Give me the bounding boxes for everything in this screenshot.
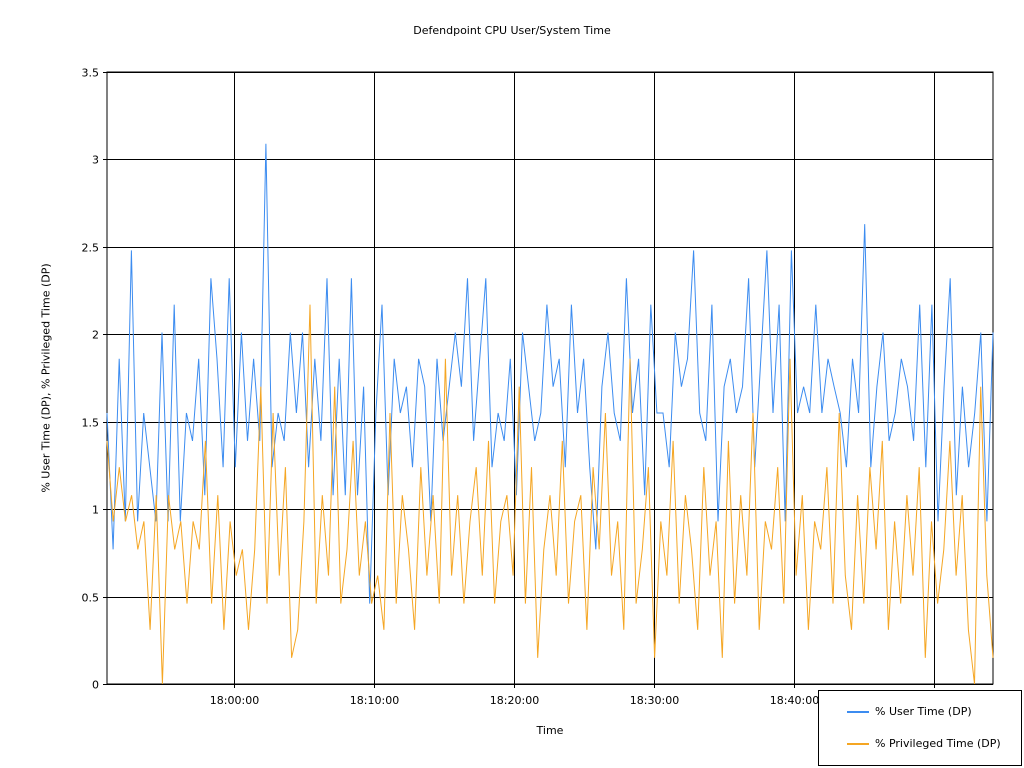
legend-item-user-time: % User Time (DP) <box>847 705 972 718</box>
legend-label-user: % User Time (DP) <box>875 705 972 718</box>
legend: % User Time (DP) % Privileged Time (DP) <box>818 690 1022 766</box>
x-tick-label: 18:10:00 <box>350 694 399 707</box>
x-tick-label: 18:00:00 <box>210 694 259 707</box>
y-tick-label: 1 <box>92 504 99 517</box>
legend-item-privileged-time: % Privileged Time (DP) <box>847 737 1001 750</box>
x-axis-label: Time <box>536 724 564 737</box>
chart-title: Defendpoint CPU User/System Time <box>413 24 611 37</box>
y-tick-label: 0 <box>92 679 99 692</box>
y-tick-label: 0.5 <box>82 592 100 605</box>
legend-swatch-privileged <box>847 742 869 745</box>
legend-swatch-user <box>847 710 869 713</box>
x-tick-label: 18:40:00 <box>770 694 819 707</box>
x-tick-label: 18:20:00 <box>490 694 539 707</box>
y-axis-label: % User Time (DP), % Privileged Time (DP) <box>39 263 53 493</box>
x-tick-label: 18:30:00 <box>630 694 679 707</box>
y-tick-label: 3 <box>92 154 99 167</box>
y-tick-label: 2.5 <box>82 242 100 255</box>
series-line-user-time <box>106 143 994 604</box>
series-line-privileged-time <box>106 304 994 685</box>
y-tick-label: 1.5 <box>82 417 100 430</box>
legend-label-privileged: % Privileged Time (DP) <box>875 737 1001 750</box>
y-tick-label: 2 <box>92 329 99 342</box>
y-tick-label: 3.5 <box>82 67 100 80</box>
